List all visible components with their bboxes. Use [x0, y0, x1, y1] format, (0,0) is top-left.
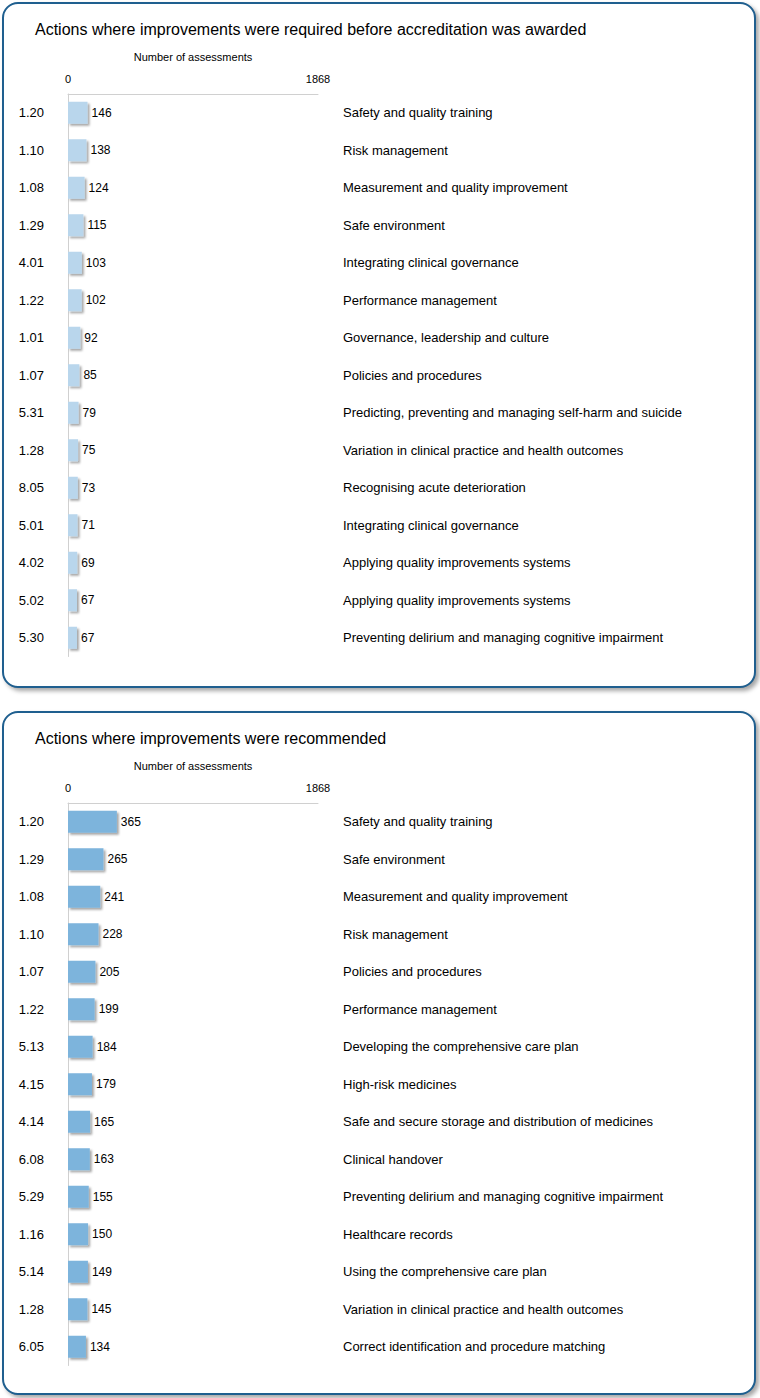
svg-text:6.08: 6.08 — [19, 1152, 44, 1167]
svg-text:Integrating clinical governanc: Integrating clinical governance — [343, 518, 519, 533]
svg-text:228: 228 — [103, 927, 123, 941]
svg-text:103: 103 — [86, 256, 106, 270]
svg-text:124: 124 — [89, 181, 109, 195]
svg-text:Governance, leadership and cul: Governance, leadership and culture — [343, 330, 549, 345]
svg-text:Safe environment: Safe environment — [343, 218, 445, 233]
svg-text:Clinical handover: Clinical handover — [343, 1152, 443, 1167]
svg-text:Variation in clinical practice: Variation in clinical practice and healt… — [343, 1302, 624, 1317]
svg-text:265: 265 — [107, 852, 127, 866]
svg-text:Developing the comprehensive c: Developing the comprehensive care plan — [343, 1039, 579, 1054]
svg-text:Measurement and quality improv: Measurement and quality improvement — [343, 180, 568, 195]
svg-text:150: 150 — [92, 1227, 112, 1241]
svg-text:0: 0 — [65, 782, 71, 794]
svg-text:179: 179 — [96, 1077, 116, 1091]
svg-text:241: 241 — [104, 890, 124, 904]
svg-text:1.28: 1.28 — [19, 1302, 44, 1317]
svg-text:Predicting, preventing and man: Predicting, preventing and managing self… — [343, 405, 682, 420]
svg-text:1.16: 1.16 — [19, 1227, 44, 1242]
svg-text:Safe and secure storage and di: Safe and secure storage and distribution… — [343, 1114, 654, 1129]
svg-text:Actions where improvements wer: Actions where improvements were recommen… — [35, 730, 386, 747]
svg-text:8.05: 8.05 — [19, 480, 44, 495]
svg-text:0: 0 — [65, 73, 71, 85]
svg-text:1.22: 1.22 — [19, 293, 44, 308]
svg-text:High-risk medicines: High-risk medicines — [343, 1077, 457, 1092]
svg-text:134: 134 — [90, 1340, 110, 1354]
svg-text:Performance management: Performance management — [343, 1002, 497, 1017]
svg-text:Applying quality improvements: Applying quality improvements systems — [343, 593, 571, 608]
svg-text:155: 155 — [93, 1190, 113, 1204]
svg-text:115: 115 — [87, 218, 106, 232]
svg-text:102: 102 — [86, 293, 106, 307]
svg-text:67: 67 — [81, 593, 95, 607]
svg-text:Using the comprehensive care p: Using the comprehensive care plan — [343, 1264, 547, 1279]
svg-text:4.14: 4.14 — [19, 1114, 44, 1129]
svg-text:Variation in clinical practice: Variation in clinical practice and healt… — [343, 443, 624, 458]
svg-text:1.10: 1.10 — [19, 143, 44, 158]
svg-text:Risk management: Risk management — [343, 143, 448, 158]
svg-text:71: 71 — [82, 518, 96, 532]
svg-text:85: 85 — [83, 368, 97, 382]
svg-text:184: 184 — [97, 1040, 117, 1054]
svg-text:5.14: 5.14 — [19, 1264, 44, 1279]
svg-text:205: 205 — [99, 965, 119, 979]
svg-text:1.20: 1.20 — [19, 814, 44, 829]
svg-text:165: 165 — [94, 1115, 114, 1129]
svg-text:4.01: 4.01 — [19, 255, 44, 270]
svg-text:Applying quality improvements: Applying quality improvements systems — [343, 555, 571, 570]
svg-text:149: 149 — [92, 1265, 112, 1279]
svg-text:5.30: 5.30 — [19, 630, 44, 645]
svg-text:5.13: 5.13 — [19, 1039, 44, 1054]
svg-text:1868: 1868 — [306, 73, 330, 85]
svg-text:Policies and procedures: Policies and procedures — [343, 368, 482, 383]
svg-text:Integrating clinical governanc: Integrating clinical governance — [343, 255, 519, 270]
svg-text:1.07: 1.07 — [19, 964, 44, 979]
svg-text:145: 145 — [91, 1302, 111, 1316]
svg-text:Policies and procedures: Policies and procedures — [343, 964, 482, 979]
svg-text:5.29: 5.29 — [19, 1189, 44, 1204]
svg-text:1.08: 1.08 — [19, 180, 44, 195]
svg-text:1.08: 1.08 — [19, 889, 44, 904]
svg-text:1.28: 1.28 — [19, 443, 44, 458]
svg-text:67: 67 — [81, 631, 95, 645]
svg-text:1868: 1868 — [306, 782, 330, 794]
svg-text:Actions where improvements wer: Actions where improvements were required… — [35, 21, 586, 38]
svg-text:1.07: 1.07 — [19, 368, 44, 383]
svg-text:Number of assessments: Number of assessments — [134, 760, 253, 772]
svg-text:Safety and quality training: Safety and quality training — [343, 814, 493, 829]
svg-text:4.15: 4.15 — [19, 1077, 44, 1092]
svg-text:4.02: 4.02 — [19, 555, 44, 570]
svg-text:69: 69 — [81, 556, 95, 570]
svg-text:Measurement and quality improv: Measurement and quality improvement — [343, 889, 568, 904]
svg-text:79: 79 — [83, 406, 97, 420]
svg-text:5.31: 5.31 — [19, 405, 44, 420]
svg-text:Safe environment: Safe environment — [343, 852, 445, 867]
svg-text:146: 146 — [92, 106, 112, 120]
svg-text:Number of assessments: Number of assessments — [134, 51, 253, 63]
svg-text:Preventing delirium and managi: Preventing delirium and managing cogniti… — [343, 630, 664, 645]
svg-text:5.02: 5.02 — [19, 593, 44, 608]
svg-text:1.10: 1.10 — [19, 927, 44, 942]
svg-text:Performance management: Performance management — [343, 293, 497, 308]
svg-text:Preventing delirium and managi: Preventing delirium and managing cogniti… — [343, 1189, 664, 1204]
svg-text:163: 163 — [94, 1152, 114, 1166]
svg-text:Recognising acute deterioratio: Recognising acute deterioration — [343, 480, 526, 495]
svg-text:Safety and quality training: Safety and quality training — [343, 105, 493, 120]
svg-text:6.05: 6.05 — [19, 1339, 44, 1354]
svg-text:Risk management: Risk management — [343, 927, 448, 942]
svg-text:365: 365 — [121, 815, 141, 829]
svg-text:75: 75 — [82, 443, 96, 457]
svg-text:199: 199 — [99, 1002, 119, 1016]
svg-text:1.29: 1.29 — [19, 852, 44, 867]
svg-text:Healthcare records: Healthcare records — [343, 1227, 453, 1242]
svg-text:1.22: 1.22 — [19, 1002, 44, 1017]
svg-text:138: 138 — [90, 143, 110, 157]
svg-text:Correct identification and pro: Correct identification and procedure mat… — [343, 1339, 605, 1354]
svg-text:1.01: 1.01 — [19, 330, 44, 345]
svg-text:5.01: 5.01 — [19, 518, 44, 533]
svg-text:1.29: 1.29 — [19, 218, 44, 233]
svg-text:1.20: 1.20 — [19, 105, 44, 120]
svg-text:73: 73 — [82, 481, 96, 495]
svg-text:92: 92 — [84, 331, 98, 345]
